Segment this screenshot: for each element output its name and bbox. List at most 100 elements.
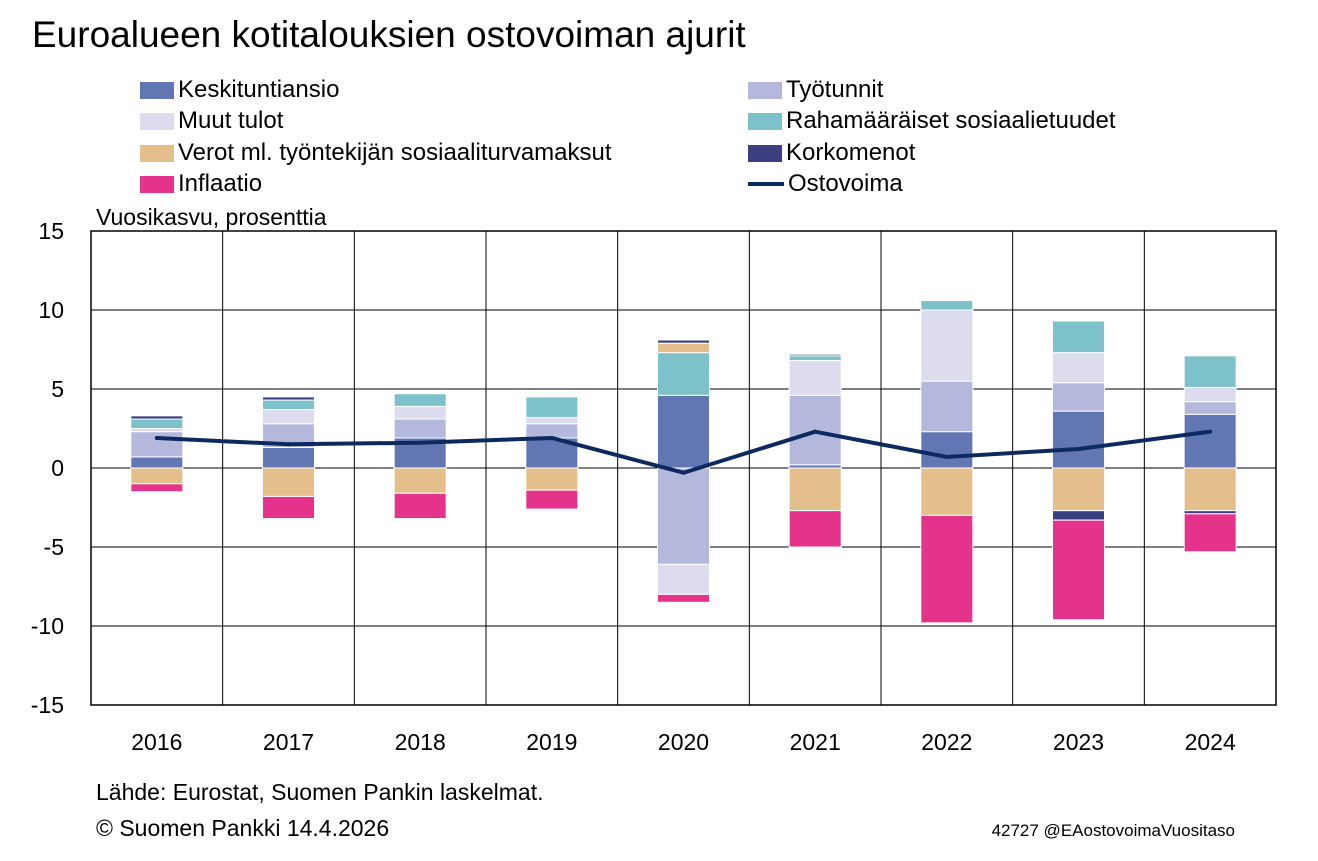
- bar-segment: [1052, 467, 1105, 512]
- bar-segment: [525, 423, 579, 439]
- bar-segment: [525, 467, 579, 491]
- bar-segment: [657, 339, 710, 344]
- bar-segment: [525, 396, 579, 418]
- bar-segment: [1052, 352, 1105, 384]
- series-point-ostovoima: [286, 442, 291, 447]
- bar-segment: [657, 467, 710, 565]
- legend-label: Työtunnit: [786, 76, 884, 103]
- legend-label: Muut tulot: [178, 107, 284, 134]
- legend-swatch: [140, 144, 174, 162]
- bar-segment: [657, 352, 710, 396]
- legend: Keskituntiansio Työtunnit Muut tulot Rah…: [140, 74, 1180, 202]
- series-point-ostovoima: [813, 429, 818, 434]
- legend-swatch: [140, 175, 174, 193]
- legend-swatch: [748, 81, 782, 99]
- x-tick-label: 2022: [921, 729, 972, 755]
- x-tick-label: 2018: [395, 729, 446, 755]
- legend-item-keskituntiansio: Keskituntiansio: [140, 76, 339, 104]
- legend-label: Ostovoima: [788, 170, 903, 197]
- legend-item-korkomenot: Korkomenot: [748, 139, 915, 167]
- legend-label: Verot ml. työntekijän sosiaaliturvamaksu…: [178, 139, 612, 166]
- bar-segment: [1183, 513, 1237, 553]
- bar-segment: [1052, 510, 1105, 521]
- y-tick-label: 0: [51, 455, 64, 481]
- series-point-ostovoima: [1076, 447, 1081, 452]
- y-tick-label: -5: [44, 534, 64, 560]
- x-tick-label: 2021: [790, 729, 841, 755]
- bar-segment: [920, 309, 974, 382]
- bar-segment: [788, 355, 842, 362]
- bar-segment: [1183, 386, 1237, 403]
- legend-label: Rahamääräiset sosiaalietuudet: [786, 107, 1116, 134]
- y-tick-label: 15: [38, 218, 64, 244]
- bar-segment: [130, 483, 184, 493]
- legend-item-muut-tulot: Muut tulot: [140, 107, 283, 135]
- bar-segment: [1183, 413, 1237, 469]
- bar-segment: [393, 393, 447, 407]
- legend-swatch: [140, 112, 174, 130]
- series-point-ostovoima: [418, 440, 423, 445]
- legend-item-inflaatio: Inflaatio: [140, 170, 262, 198]
- legend-swatch: [140, 81, 174, 99]
- x-tick-label: 2017: [263, 729, 314, 755]
- bar-segment: [393, 467, 447, 494]
- x-tick-label: 2020: [658, 729, 709, 755]
- bar-segment: [130, 431, 184, 458]
- legend-item-ostovoima: Ostovoima: [748, 170, 903, 198]
- bar-segment: [393, 418, 447, 439]
- bar-segment: [262, 467, 315, 497]
- bar-segment: [788, 353, 842, 357]
- series-point-ostovoima: [1208, 429, 1213, 434]
- bar-segment: [262, 396, 315, 401]
- y-tick-label: 10: [38, 297, 64, 323]
- bar-segment: [393, 492, 447, 520]
- bar-segment: [130, 418, 184, 429]
- bar-segment: [1183, 401, 1237, 415]
- legend-label: Inflaatio: [178, 170, 263, 197]
- x-tick-label: 2016: [131, 729, 182, 755]
- bar-segment: [525, 416, 579, 425]
- bar-segment: [920, 514, 974, 624]
- legend-item-tyotunnit: Työtunnit: [748, 76, 883, 104]
- bar-segment: [1052, 320, 1105, 354]
- chart-id: 42727 @EAostovoimaVuositaso: [991, 821, 1235, 840]
- bar-segment: [920, 467, 974, 516]
- bar-segment: [657, 563, 710, 595]
- bar-segment: [1183, 355, 1237, 388]
- x-tick-label: 2019: [526, 729, 577, 755]
- legend-swatch: [748, 112, 782, 130]
- plot-frame: [90, 230, 1277, 706]
- bar-segment: [262, 446, 315, 469]
- bar-segment: [525, 489, 579, 510]
- bar-segment: [788, 467, 842, 512]
- x-tick-label: 2023: [1053, 729, 1104, 755]
- series-point-ostovoima: [944, 454, 949, 459]
- source-note: Lähde: Eurostat, Suomen Pankin laskelmat…: [96, 779, 544, 805]
- bar-segment: [262, 399, 315, 411]
- bar-segment: [262, 409, 315, 425]
- bar-segment: [130, 456, 184, 469]
- y-tick-label: -15: [31, 692, 64, 718]
- bar-segment: [262, 495, 315, 520]
- bar-segment: [920, 431, 974, 469]
- legend-item-verot: Verot ml. työntekijän sosiaaliturvamaksu…: [140, 139, 612, 167]
- legend-label: Korkomenot: [786, 139, 916, 166]
- bar-segment: [788, 360, 842, 396]
- bar-segment: [130, 467, 184, 485]
- bar-segment: [657, 342, 710, 354]
- bar-segment: [1052, 410, 1105, 469]
- series-point-ostovoima: [681, 470, 686, 475]
- legend-swatch: [748, 144, 782, 162]
- legend-label: Keskituntiansio: [178, 76, 340, 103]
- y-tick-label: 5: [51, 376, 64, 402]
- series-point-ostovoima: [154, 435, 159, 440]
- bar-segment: [130, 415, 184, 420]
- bar-segment: [920, 300, 974, 311]
- series-point-ostovoima: [549, 435, 554, 440]
- bar-segment: [1052, 382, 1105, 412]
- y-tick-label: -10: [31, 613, 64, 639]
- bar-segment: [788, 510, 842, 548]
- legend-line-swatch: [748, 182, 784, 186]
- y-axis-label: Vuosikasvu, prosenttia: [96, 204, 327, 230]
